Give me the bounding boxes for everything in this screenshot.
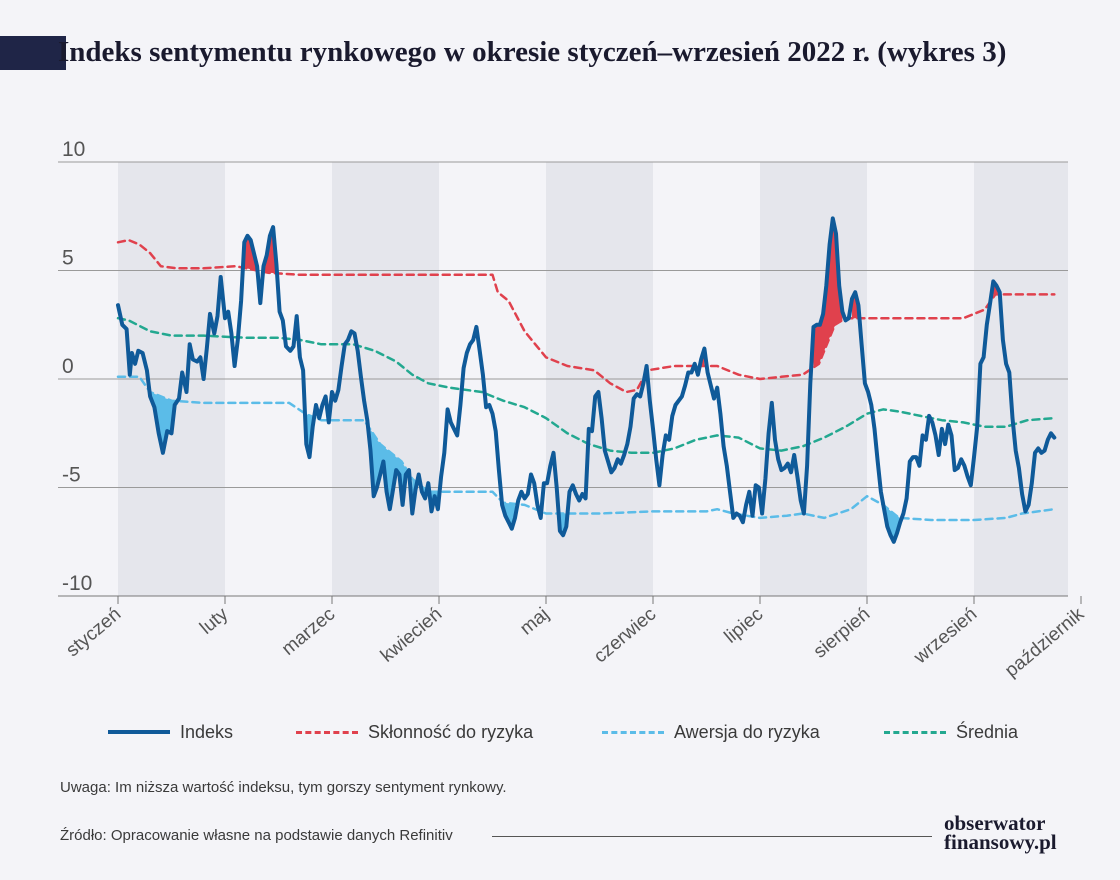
legend-swatch-indeks [108,730,170,734]
chart-note: Uwaga: Im niższa wartość indeksu, tym go… [60,779,507,796]
series-awersja-line [116,375,1056,522]
legend-item-awersja: Awersja do ryzyka [602,720,820,744]
legend-label-indeks: Indeks [180,721,234,742]
publisher-logo: obserwator finansowy.pl [944,811,1084,854]
chart-source: Źródło: Opracowanie własne na podstawie … [60,827,453,844]
x-tick-label: sierpień [810,604,874,663]
grid-lines: 10 5 0 -5 -10 [58,138,1068,597]
legend-label-srednia: Średnia [956,721,1019,742]
x-tick-label: luty [196,603,233,638]
series-indeks-line [116,216,1057,544]
legend-swatch-srednia [884,730,946,734]
legend-label-sklonnosc: Skłonność do ryzyka [368,721,534,742]
x-tick-label: lipiec [721,604,768,648]
y-tick-label: 10 [62,138,85,161]
x-tick-label: wrzesień [910,604,982,669]
series-lines [116,216,1057,544]
x-tick-label: kwiecień [377,604,446,667]
y-tick-label: 0 [62,355,74,378]
y-tick-label: 5 [62,247,74,270]
risk-appetite-fill-5 [813,218,843,368]
legend-item-srednia: Średnia [884,720,1018,744]
x-axis: styczeń luty marzec kwiecień maj czerwiec lipi… [62,596,1089,682]
title-accent-bar [0,36,66,70]
y-tick-label: -10 [62,572,92,595]
x-tick-label: październik [1001,603,1089,681]
x-tick-label: maj [516,604,553,640]
risk-aversion-fill-3 [370,429,406,510]
x-tick-label: czerwiec [590,604,660,668]
risk-appetite-fill-0 [244,235,258,271]
legend-item-sklonnosc: Skłonność do ryzyka [296,720,533,744]
y-tick-label: -5 [62,464,81,487]
source-divider [492,836,932,837]
logo-line-1: obserwator [944,811,1046,835]
legend-swatch-awersja [602,730,664,734]
legend-item-indeks: Indeks [108,720,233,744]
series-sklonnosc-line [116,238,1056,394]
chart-title: Indeks sentymentu rynkowego w okresie st… [58,36,1007,68]
x-tick-label: marzec [278,604,339,660]
x-tick-label: styczeń [62,604,125,661]
logo-line-2: finansowy.pl [944,830,1057,854]
legend-swatch-sklonnosc [296,730,358,734]
legend-label-awersja: Awersja do ryzyka [674,721,820,742]
legend: Indeks Skłonność do ryzyka Awersja do ry… [108,720,1068,744]
